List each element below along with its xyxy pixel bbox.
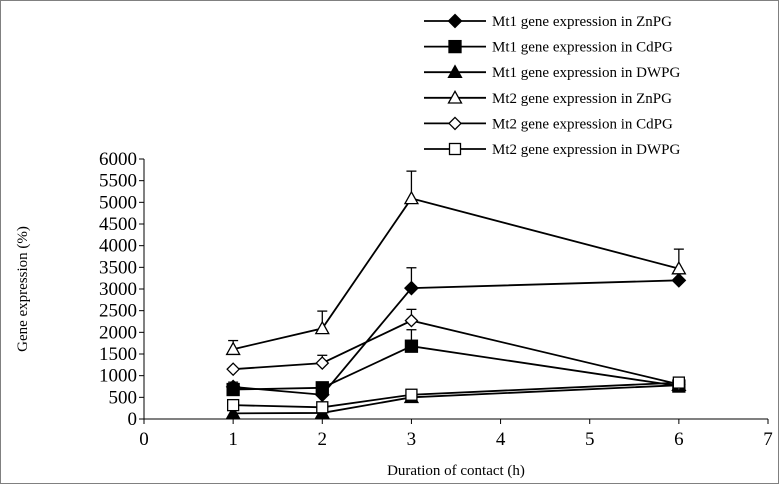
y-axis-label: Gene expression (%) [15, 226, 31, 352]
series-6 [226, 376, 686, 414]
data-point [316, 401, 329, 414]
series-line [233, 384, 679, 415]
legend-marker [447, 89, 463, 104]
data-point [225, 341, 241, 356]
series-5 [226, 308, 686, 392]
x-tick-label: 1 [228, 429, 238, 450]
y-tick-label: 5500 [99, 171, 137, 192]
x-tick-label: 2 [318, 429, 328, 450]
data-point [403, 190, 420, 205]
x-axis: 0 1 2 3 4 5 6 7 [139, 418, 773, 450]
legend-marker [447, 64, 463, 79]
data-point [404, 313, 419, 328]
data-point [671, 260, 687, 275]
y-tick-label: 4000 [99, 236, 137, 257]
legend-marker [448, 116, 462, 131]
legend: Mt1 gene expression in ZnPG Mt1 gene expr… [424, 13, 680, 158]
y-tick-label: 6000 [99, 149, 137, 170]
series-line [232, 197, 680, 351]
y-tick-label: 2000 [99, 322, 137, 343]
x-tick-label: 7 [763, 429, 773, 450]
data-point [405, 388, 418, 401]
legend-label: Mt1 gene expression in ZnPG [492, 14, 672, 30]
data-point [315, 356, 330, 371]
y-axis: 0500100015002000250030003500400045005000… [99, 149, 145, 430]
series-line [233, 381, 679, 409]
series-line [233, 345, 679, 391]
legend-label: Mt2 gene expression in DWPG [492, 142, 680, 158]
legend-marker [447, 13, 463, 29]
x-tick-label: 5 [585, 429, 595, 450]
legend-item: Mt1 gene expression in CdPG [424, 40, 673, 56]
series-line [233, 319, 680, 386]
y-tick-label: 5000 [99, 192, 137, 213]
x-tick-label: 6 [674, 429, 684, 450]
legend-item: Mt2 gene expression in ZnPG [424, 89, 672, 107]
x-tick-label: 3 [407, 429, 417, 450]
y-tick-label: 4500 [99, 214, 137, 235]
legend-label: Mt2 gene expression in CdPG [492, 116, 673, 132]
legend-item: Mt2 gene expression in CdPG [424, 116, 673, 132]
data-point [225, 405, 241, 420]
legend-label: Mt2 gene expression in ZnPG [492, 91, 672, 107]
legend-marker [448, 142, 462, 156]
data-point [315, 381, 329, 395]
x-tick-label: 4 [496, 429, 506, 450]
data-point [671, 272, 687, 288]
y-tick-label: 500 [109, 387, 138, 408]
y-tick-label: 1000 [99, 366, 137, 387]
legend-item: Mt1 gene expression in DWPG [424, 64, 680, 81]
legend-item: Mt1 gene expression in ZnPG [424, 13, 672, 30]
data-point [314, 320, 330, 335]
series-layer [225, 170, 687, 420]
series-line [233, 279, 679, 396]
series-4 [225, 170, 687, 356]
y-tick-label: 2500 [99, 301, 137, 322]
x-tick-label: 0 [139, 429, 149, 450]
legend-marker [448, 39, 462, 54]
legend-label: Mt1 gene expression in CdPG [492, 40, 673, 56]
data-point [672, 376, 686, 389]
data-point [226, 362, 241, 377]
data-point [226, 382, 240, 397]
data-point [404, 280, 419, 296]
legend-item: Mt2 gene expression in DWPG [424, 142, 680, 158]
data-point [404, 339, 419, 353]
y-tick-label: 3000 [99, 279, 137, 300]
y-tick-label: 0 [128, 409, 138, 430]
x-axis-label: Duration of contact (h) [387, 463, 525, 479]
y-tick-label: 3500 [99, 257, 137, 278]
y-tick-label: 1500 [99, 344, 137, 365]
legend-label: Mt1 gene expression in DWPG [492, 65, 680, 81]
data-point [226, 398, 240, 412]
